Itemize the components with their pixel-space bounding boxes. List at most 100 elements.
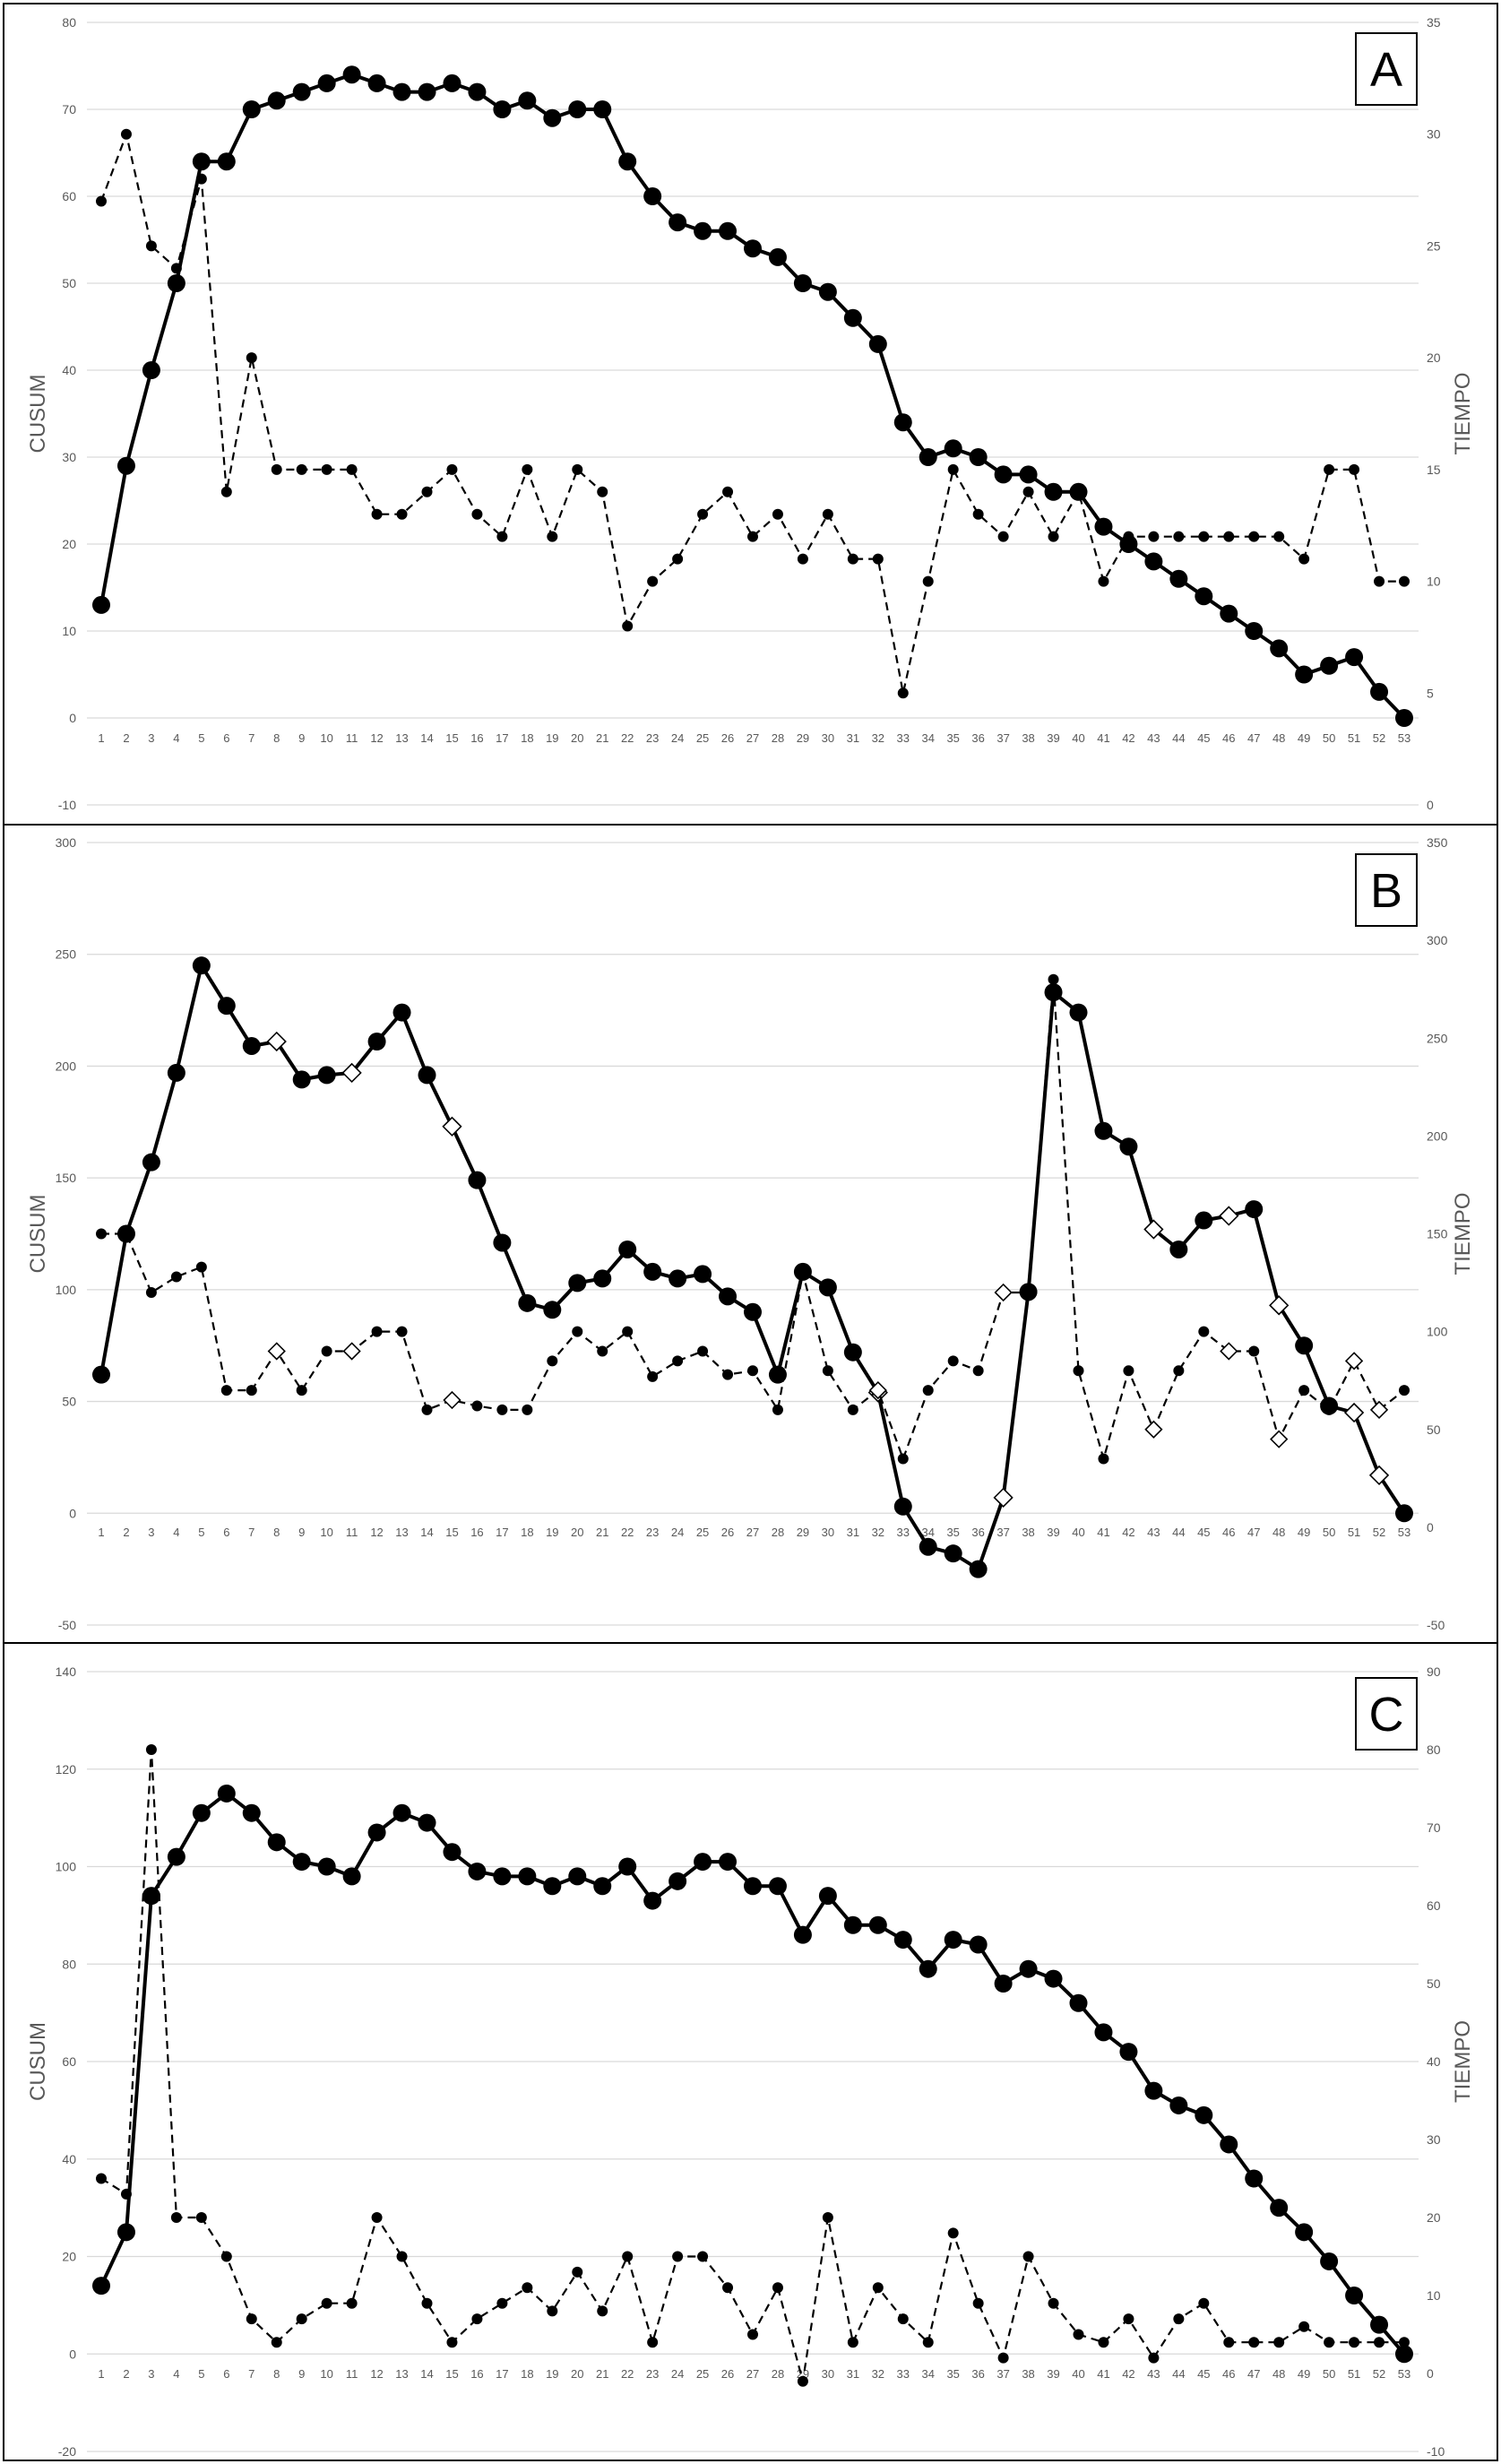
tiempo-point [997,2352,1009,2364]
x-tick-label: 3 [148,1526,154,1539]
tiempo-point [220,2251,232,2262]
cusum-point [468,82,487,101]
tiempo-point [145,1286,157,1298]
cusum-point [543,1877,562,1896]
cusum-point [292,1853,311,1872]
cusum-point [217,152,236,171]
cusum-point [618,1240,637,1258]
x-tick-label: 3 [148,2367,154,2381]
x-tick-label: 4 [173,731,179,745]
x-tick-label: 6 [223,2367,229,2381]
cusum-point-open [442,1116,462,1137]
cusum-point [618,1857,637,1876]
x-tick-label: 24 [671,1526,684,1539]
cusum-point [367,73,386,92]
x-tick-label: 12 [370,2367,383,2381]
y-axis-title: CUSUM [26,375,50,454]
tiempo-point [1248,1345,1260,1357]
cusum-point [568,1867,587,1886]
tiempo-point [421,486,433,497]
y-tick-label: 50 [62,276,76,290]
x-tick-label: 6 [223,1526,229,1539]
cusum-point [418,1813,436,1832]
cusum-point [342,65,361,84]
cusum-point [643,1891,662,1910]
x-tick-label: 18 [521,731,533,745]
x-tick-label: 30 [822,1526,834,1539]
x-tick-label: 48 [1272,2367,1285,2381]
cusum-point [694,1853,712,1872]
y-tick-label: 80 [62,15,76,30]
tiempo-point [972,1365,984,1377]
x-tick-label: 18 [521,1526,533,1539]
cusum-point [818,1887,837,1906]
x-tick-label: 28 [772,1526,784,1539]
cusum-point [919,1959,937,1978]
cusum-point [1144,2081,1163,2100]
tiempo-point [170,263,182,274]
tiempo-point [1022,2251,1034,2262]
tiempo-point [972,508,984,520]
x-tick-label: 5 [198,731,204,745]
tiempo-point-open [1220,1342,1238,1361]
y2-axis-title: TIEMPO [1451,2020,1475,2103]
cusum-point [944,1544,962,1563]
tiempo-point [446,463,458,475]
x-tick-label: 5 [198,1526,204,1539]
cusum-point [1395,1504,1413,1523]
x-tick-label: 21 [596,731,608,745]
tiempo-point [1298,1385,1310,1396]
tiempo-point [1374,2337,1385,2348]
cusum-point [1195,1211,1213,1230]
tiempo-point [396,2251,408,2262]
tiempo-point [647,2337,659,2348]
cusum-point [92,2277,110,2295]
tiempo-point [120,1228,132,1240]
tiempo-point [120,2188,132,2200]
cusum-point [1094,2023,1113,2042]
y-tick-label: 40 [62,363,76,377]
y-tick-label: 200 [56,1059,77,1073]
tiempo-point [1223,531,1235,542]
x-tick-label: 20 [571,2367,583,2381]
cusum-point [768,247,787,266]
cusum-point [167,1847,185,1866]
tiempo-point [1298,2321,1310,2332]
x-tick-label: 3 [148,731,154,745]
cusum-point [1320,656,1339,675]
tiempo-point [1123,531,1134,542]
cusum-point [744,1877,762,1896]
y2-tick-label: 0 [1427,798,1434,812]
tiempo-point [822,508,833,520]
tiempo-point [1073,1365,1084,1377]
tiempo-point [922,1385,934,1396]
cusum-point [969,1935,988,1954]
cusum-point-open [1269,1295,1290,1316]
x-tick-label: 35 [946,2367,959,2381]
tiempo-point [647,575,659,587]
cusum-point [518,1867,537,1886]
x-tick-label: 49 [1298,1526,1310,1539]
tiempo-point [622,2251,634,2262]
y-tick-label: 250 [56,947,77,962]
cusum-point [744,239,762,258]
x-tick-label: 28 [772,2367,784,2381]
cusum-point [267,91,286,110]
tiempo-point [1048,531,1059,542]
tiempo-point [1399,575,1410,587]
x-tick-label: 1 [98,731,104,745]
cusum-point [1094,1121,1113,1140]
x-tick-label: 6 [223,731,229,745]
tiempo-line [99,133,1404,695]
x-tick-label: 44 [1172,2367,1185,2381]
tiempo-point [547,531,558,542]
tiempo-point [947,463,959,475]
tiempo-point [246,2313,257,2325]
cusum-point-open [266,1031,287,1052]
y2-tick-label: 20 [1427,2210,1441,2225]
x-tick-label: 45 [1197,1526,1210,1539]
x-tick-label: 53 [1398,2367,1410,2381]
x-tick-label: 5 [198,2367,204,2381]
tiempo-point-open [342,1342,361,1361]
tiempo-point [622,620,634,632]
